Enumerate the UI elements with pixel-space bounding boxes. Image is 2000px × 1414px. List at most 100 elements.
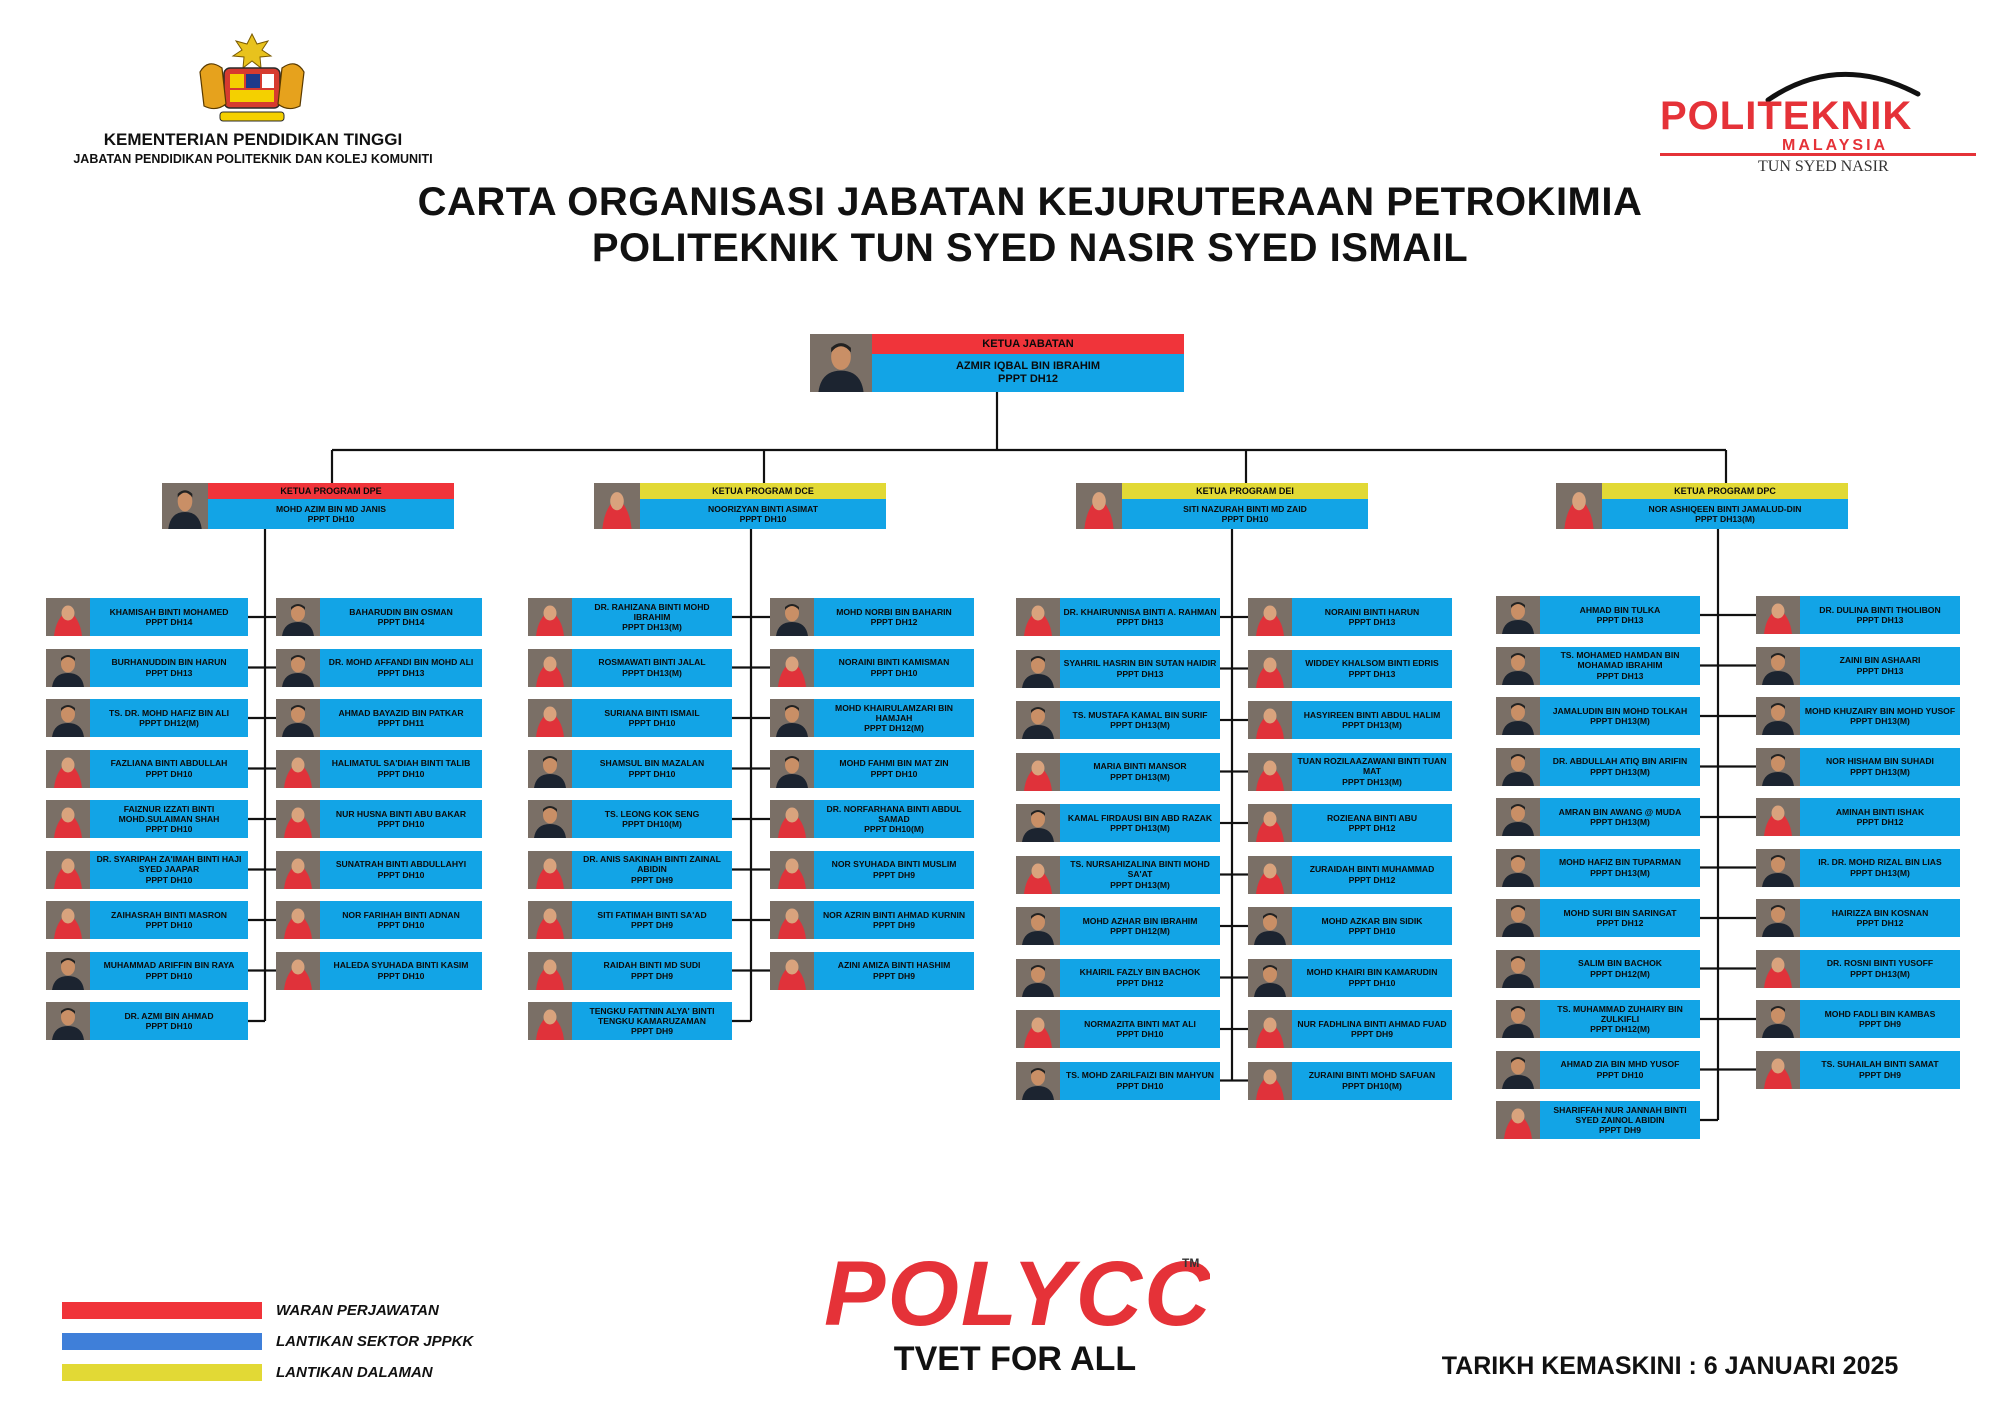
staff-info: SURIANA BINTI ISMAIL PPPT DH10 xyxy=(572,699,732,737)
staff-name: MUHAMMAD ARIFFIN BIN RAYA xyxy=(103,960,235,971)
staff-grade: PPPT DH10 xyxy=(870,768,918,779)
staff-photo xyxy=(1756,646,1800,685)
staff-name: SUNATRAH BINTI ABDULLAHYI xyxy=(335,859,467,870)
staff-photo xyxy=(1756,899,1800,937)
staff-photo xyxy=(1756,798,1800,836)
staff-name: DR. ANIS SAKINAH BINTI ZAINAL ABIDIN xyxy=(583,854,721,875)
coat-of-arms-icon xyxy=(186,28,318,128)
legend-swatch xyxy=(62,1302,262,1319)
staff-name: DR. MOHD AFFANDI BIN MOHD ALI xyxy=(328,657,474,668)
staff-card: SHAMSUL BIN MAZALAN PPPT DH10 xyxy=(528,749,732,788)
staff-grade: PPPT DH13(M) xyxy=(1342,776,1402,787)
staff-info: KHAMISAH BINTI MOHAMED PPPT DH14 xyxy=(90,598,248,636)
staff-photo xyxy=(276,648,320,687)
staff-card: JAMALUDIN BIN MOHD TOLKAH PPPT DH13(M) xyxy=(1496,697,1700,735)
staff-grade: PPPT DH9 xyxy=(872,920,916,930)
staff-info: BURHANUDDIN BIN HARUN PPPT DH13 xyxy=(90,648,248,687)
staff-name: TS. MUHAMMAD ZUHAIRY BIN ZULKIFLI xyxy=(1557,1003,1683,1024)
staff-photo xyxy=(1496,949,1540,988)
staff-grade: PPPT DH10(M) xyxy=(864,824,924,835)
staff-name: SYAHRIL HASRIN BIN SUTAN HAIDIR xyxy=(1063,658,1217,669)
staff-photo xyxy=(276,850,320,889)
program-head-card: KETUA PROGRAM DPE MOHD AZIM BIN MD JANIS P… xyxy=(162,483,454,529)
staff-name: DR. RAHIZANA BINTI MOHD IBRAHIM xyxy=(594,601,710,622)
staff-grade: PPPT DH13 xyxy=(1116,617,1164,627)
staff-photo xyxy=(1016,598,1060,636)
staff-info: MOHD NORBI BIN BAHARIN PPPT DH12 xyxy=(814,598,974,636)
staff-card: KAMAL FIRDAUSI BIN ABD RAZAK PPPT DH13(M) xyxy=(1016,804,1220,842)
staff-name: TS. MUSTAFA KAMAL BIN SURIF xyxy=(1072,709,1208,720)
staff-photo xyxy=(1016,907,1060,945)
staff-info: SALIM BIN BACHOK PPPT DH12(M) xyxy=(1540,949,1700,988)
staff-grade: PPPT DH9 xyxy=(630,920,674,930)
staff-grade: PPPT DH14 xyxy=(377,617,425,627)
staff-info: FAIZNUR IZZATI BINTI MOHD.SULAIMAN SHAH P… xyxy=(90,800,248,838)
staff-photo xyxy=(1496,899,1540,937)
staff-photo xyxy=(276,699,320,737)
staff-name: TS. MOHD ZARILFAIZI BIN MAHYUN xyxy=(1066,1070,1214,1081)
staff-name: MOHD HAFIZ BIN TUPARMAN xyxy=(1558,857,1682,868)
ministry-name: KEMENTERIAN PENDIDIKAN TINGGI xyxy=(103,130,403,149)
head-role-bar: KETUA JABATAN xyxy=(872,334,1184,354)
staff-name: MOHD KHAIRULAMZARI BIN HAMJAH xyxy=(835,702,953,723)
staff-photo xyxy=(276,749,320,788)
staff-photo xyxy=(528,749,572,788)
program-head-photo xyxy=(594,483,640,529)
staff-card: MOHD KHUZAIRY BIN MOHD YUSOF PPPT DH13(M) xyxy=(1756,697,1960,735)
staff-photo xyxy=(1016,1010,1060,1048)
staff-info: SHAMSUL BIN MAZALAN PPPT DH10 xyxy=(572,749,732,788)
legend-item-sector: LANTIKAN SEKTOR JPPKK xyxy=(62,1333,473,1350)
staff-name: NOR FARIHAH BINTI ADNAN xyxy=(342,909,460,920)
staff-name: SHARIFFAH NUR JANNAH BINTI SYED ZAINOL A… xyxy=(1553,1104,1687,1125)
staff-card: DR. ABDULLAH ATIQ BIN ARIFIN PPPT DH13(M) xyxy=(1496,747,1700,786)
staff-photo xyxy=(276,901,320,939)
staff-photo xyxy=(528,598,572,636)
head-name: AZMIR IQBAL BIN IBRAHIM xyxy=(955,359,1100,372)
staff-name: AHMAD BAYAZID BIN PATKAR xyxy=(338,707,464,718)
staff-photo xyxy=(1756,596,1800,634)
head-name-block: AZMIR IQBAL BIN IBRAHIM PPPT DH12 xyxy=(872,354,1184,392)
staff-photo xyxy=(528,699,572,737)
polycc-wordmark: POLYCC xyxy=(824,1245,1210,1333)
staff-grade: PPPT DH13(M) xyxy=(622,622,682,633)
staff-name: NORAINI BINTI HARUN xyxy=(1324,606,1420,617)
staff-card: TS. LEONG KOK SENG PPPT DH10(M) xyxy=(528,800,732,838)
staff-info: KAMAL FIRDAUSI BIN ABD RAZAK PPPT DH13(M) xyxy=(1060,804,1220,842)
staff-photo xyxy=(46,800,90,838)
staff-card: DR. KHAIRUNNISA BINTI A. RAHMAN PPPT DH13 xyxy=(1016,598,1220,636)
staff-grade: PPPT DH10 xyxy=(377,970,425,981)
staff-grade: PPPT DH13(M) xyxy=(1850,716,1910,726)
staff-grade: PPPT DH13 xyxy=(1856,665,1904,676)
staff-card: TENGKU FATTNIN ALYA' BINTI TENGKU KAMARU… xyxy=(528,1002,732,1040)
staff-info: JAMALUDIN BIN MOHD TOLKAH PPPT DH13(M) xyxy=(1540,697,1700,735)
staff-name: TS. MOHAMED HAMDAN BIN MOHAMAD IBRAHIM xyxy=(1560,650,1680,671)
staff-photo xyxy=(1496,1101,1540,1139)
staff-info: TS. MUSTAFA KAMAL BIN SURIF PPPT DH13(M) xyxy=(1060,701,1220,739)
staff-info: DR. ABDULLAH ATIQ BIN ARIFIN PPPT DH13(M) xyxy=(1540,747,1700,786)
staff-info: TS. DR. MOHD HAFIZ BIN ALI PPPT DH12(M) xyxy=(90,699,248,737)
staff-grade: PPPT DH9 xyxy=(1598,1125,1642,1136)
staff-info: SUNATRAH BINTI ABDULLAHYI PPPT DH10 xyxy=(320,850,482,889)
staff-card: FAZLIANA BINTI ABDULLAH PPPT DH10 xyxy=(46,749,248,788)
staff-grade: PPPT DH12(M) xyxy=(1590,1024,1650,1035)
staff-info: MOHD KHAIRI BIN KAMARUDIN PPPT DH10 xyxy=(1292,958,1452,997)
staff-name: TS. NURSAHIZALINA BINTI MOHD SA'AT xyxy=(1070,859,1210,880)
staff-info: HALIMATUL SA'DIAH BINTI TALIB PPPT DH10 xyxy=(320,749,482,788)
staff-card: MOHD FADLI BIN KAMBAS PPPT DH9 xyxy=(1756,1000,1960,1038)
staff-photo xyxy=(770,699,814,737)
staff-name: MOHD KHUZAIRY BIN MOHD YUSOF xyxy=(1804,705,1956,716)
staff-info: ZAIHASRAH BINTI MASRON PPPT DH10 xyxy=(90,901,248,939)
staff-grade: PPPT DH12 xyxy=(1856,918,1904,928)
staff-grade: PPPT DH13(M) xyxy=(1110,720,1170,730)
staff-name: HAIRIZZA BIN KOSNAN xyxy=(1831,907,1929,918)
staff-card: HASYIREEN BINTI ABDUL HALIM PPPT DH13(M) xyxy=(1248,701,1452,739)
program-head-card: KETUA PROGRAM DPC NOR ASHIQEEN BINTI JAMA… xyxy=(1556,483,1848,529)
staff-grade: PPPT DH13 xyxy=(145,667,193,678)
staff-grade: PPPT DH10 xyxy=(145,824,193,835)
program-role-bar: KETUA PROGRAM DEI xyxy=(1122,483,1368,499)
staff-grade: PPPT DH9 xyxy=(630,970,674,981)
staff-info: WIDDEY KHALSOM BINTI EDRIS PPPT DH13 xyxy=(1292,649,1452,688)
program-head-card: KETUA PROGRAM DEI SITI NAZURAH BINTI MD Z… xyxy=(1076,483,1368,529)
staff-card: DR. MOHD AFFANDI BIN MOHD ALI PPPT DH13 xyxy=(276,648,482,687)
staff-photo xyxy=(46,901,90,939)
